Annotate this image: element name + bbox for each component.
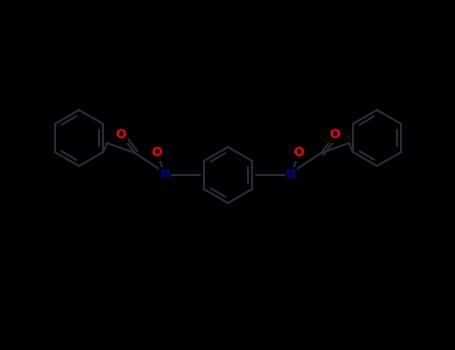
Text: N: N [286,168,296,182]
Text: O: O [116,128,126,141]
Text: N: N [160,168,170,182]
Text: O: O [152,147,162,160]
Text: O: O [330,128,340,141]
Text: O: O [293,147,304,160]
